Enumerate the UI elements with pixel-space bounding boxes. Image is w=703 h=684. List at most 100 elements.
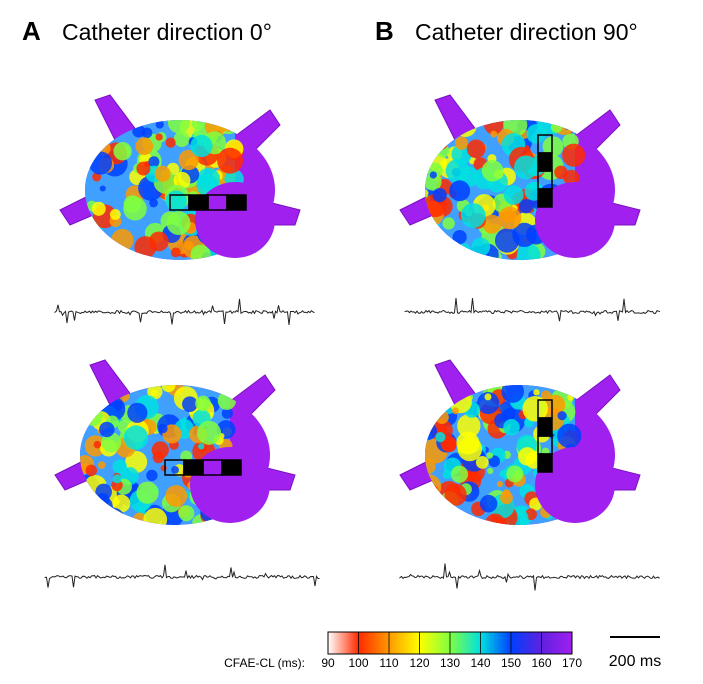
surface-patch [425, 225, 443, 249]
surface-patch [165, 485, 188, 507]
surface-patch [452, 407, 459, 415]
colorbar-tick-label: 120 [409, 656, 429, 670]
electrode [188, 194, 209, 211]
surface-patch [429, 171, 437, 179]
surface-patch [567, 394, 574, 401]
surface-patch [501, 385, 524, 403]
surface-patch [518, 199, 534, 214]
surface-patch [148, 156, 160, 168]
surface-patch [481, 160, 504, 182]
surface-patch [522, 396, 548, 422]
colorbar-tick-label: 100 [348, 656, 368, 670]
electrode [183, 459, 204, 476]
colorbar-tick-label: 130 [440, 656, 460, 670]
electrode [537, 152, 553, 172]
surface-patch [88, 151, 113, 175]
surface-patch [506, 465, 524, 483]
surface-patch [516, 243, 541, 260]
surface-patch [197, 420, 222, 445]
surface-patch [155, 120, 164, 129]
colorbar-label: CFAE-CL (ms): [224, 656, 305, 670]
surface-patch [104, 246, 122, 260]
surface-patch [475, 455, 489, 469]
appendage [535, 182, 615, 258]
electrogram [404, 298, 661, 322]
surface-patch [449, 180, 471, 202]
surface-patch [514, 155, 538, 180]
surface-patch [217, 391, 237, 410]
surface-patch [111, 228, 134, 252]
surface-patch [112, 474, 122, 484]
colorbar-tick-label: 110 [379, 656, 398, 670]
surface-patch [503, 419, 520, 436]
surface-patch [471, 237, 491, 257]
atrium [54, 359, 296, 525]
surface-patch [445, 159, 470, 183]
surface-patch [542, 136, 564, 157]
colorbar-segment [389, 632, 420, 654]
surface-patch [425, 144, 436, 160]
surface-patch [557, 411, 567, 421]
electrogram [399, 563, 660, 591]
electrode [226, 194, 247, 211]
colorbar-segment [450, 632, 481, 654]
surface-patch [94, 231, 106, 244]
catheter [537, 134, 553, 208]
surface-patch [123, 197, 147, 221]
surface-patch [452, 230, 467, 245]
surface-patch [171, 466, 179, 474]
surface-patch [127, 402, 148, 423]
surface-patch [430, 507, 449, 525]
surface-patch [450, 465, 469, 483]
surface-patch [432, 188, 447, 203]
colorbar-segment [541, 632, 572, 654]
surface-patch [195, 395, 211, 412]
surface-patch [161, 385, 176, 393]
electrode [537, 417, 553, 437]
surface-patch [165, 190, 187, 212]
surface-patch [182, 396, 198, 412]
surface-patch [149, 198, 158, 208]
atrium [399, 359, 641, 525]
surface-patch [484, 393, 492, 401]
surface-patch [426, 514, 447, 525]
colorbar-segment [419, 632, 450, 654]
surface-patch [562, 143, 586, 167]
electrogram [54, 298, 315, 325]
surface-patch [150, 389, 158, 397]
surface-patch [479, 494, 498, 513]
surface-patch [550, 121, 563, 133]
surface-patch [442, 217, 455, 230]
surface-patch [425, 422, 438, 440]
surface-patch [93, 131, 101, 140]
surface-patch [91, 201, 106, 216]
surface-patch [143, 507, 168, 525]
surface-patch [484, 513, 506, 525]
surface-patch [482, 214, 502, 234]
surface-patch [460, 203, 486, 228]
surface-patch [486, 452, 494, 459]
surface-patch [436, 144, 450, 158]
catheter [537, 399, 553, 473]
surface-patch [173, 171, 191, 189]
surface-patch [425, 146, 430, 154]
surface-patch [101, 507, 125, 525]
surface-patch [221, 407, 233, 419]
surface-patch [496, 480, 503, 488]
surface-patch [490, 130, 498, 138]
surface-patch [427, 124, 449, 146]
surface-patch [190, 134, 213, 158]
surface-patch [435, 410, 449, 424]
colorbar-segment [328, 632, 359, 654]
surface-patch [95, 492, 110, 507]
surface-patch [425, 223, 440, 248]
surface-patch [457, 414, 481, 438]
surface-patch [160, 465, 167, 472]
surface-patch [477, 391, 500, 415]
colorbar-tick-label: 90 [321, 656, 335, 670]
catheter [164, 459, 242, 476]
appendage [535, 447, 615, 523]
surface-patch [434, 238, 454, 259]
surface-patch [178, 505, 195, 522]
surface-patch [452, 249, 461, 258]
